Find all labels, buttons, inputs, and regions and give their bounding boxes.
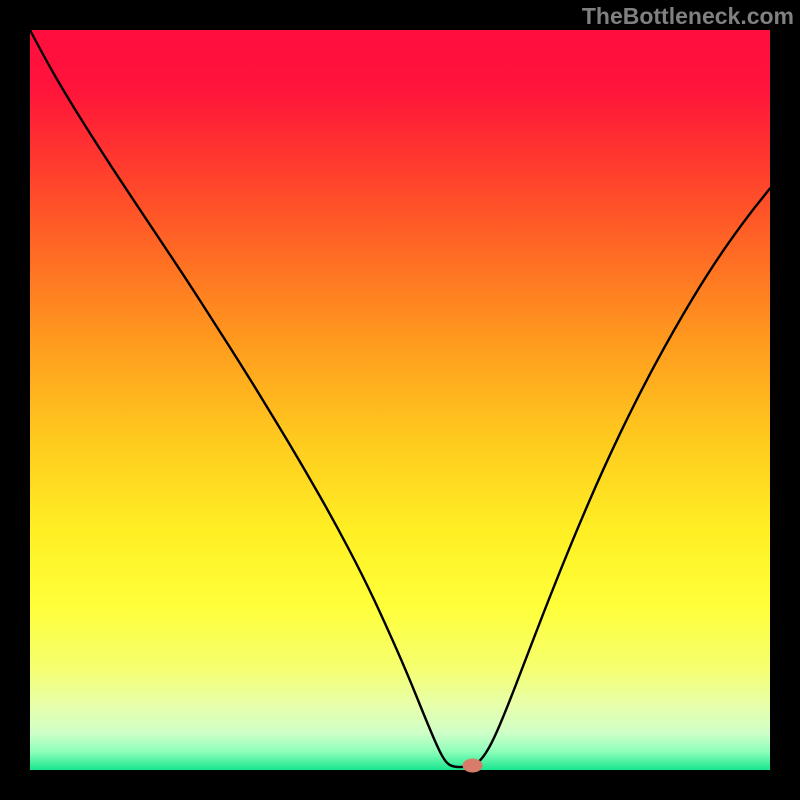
optimal-point-marker [463, 759, 483, 773]
bottleneck-chart: TheBottleneck.com [0, 0, 800, 800]
watermark-label: TheBottleneck.com [582, 3, 794, 30]
chart-svg [0, 0, 800, 800]
